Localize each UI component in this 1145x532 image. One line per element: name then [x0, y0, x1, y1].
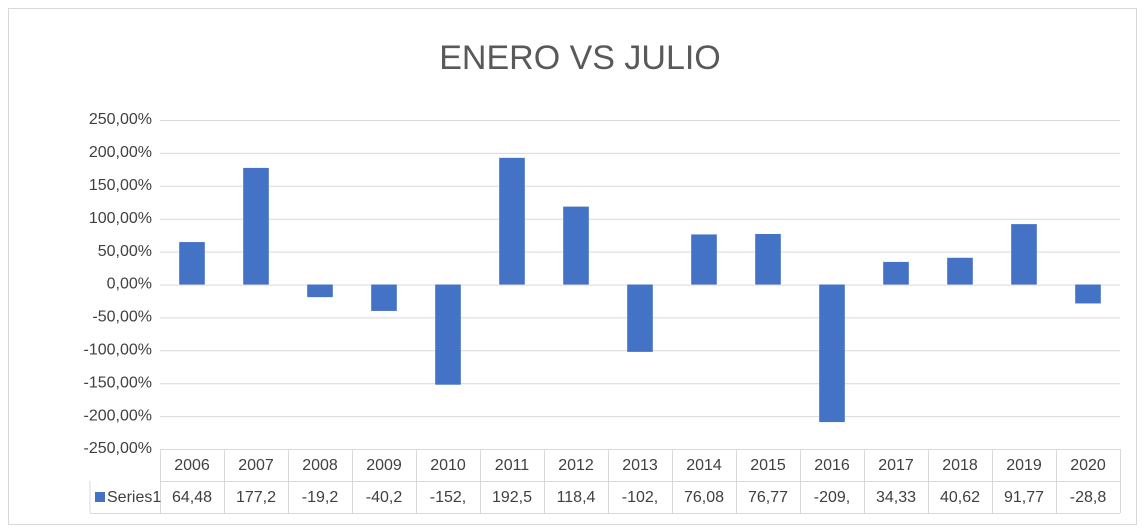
y-tick-label: 150,00%	[89, 177, 152, 194]
x-tick-label: 2018	[942, 457, 978, 474]
bar	[883, 261, 909, 285]
table-value: 34,33	[876, 489, 916, 506]
bar	[819, 284, 845, 423]
x-tick-label: 2007	[238, 457, 274, 474]
x-tick-label: 2016	[814, 457, 850, 474]
y-tick-label: 200,00%	[89, 144, 152, 161]
table-value: -152,	[430, 489, 466, 506]
bar	[947, 257, 973, 285]
table-value: 192,5	[492, 489, 532, 506]
y-tick-label: -250,00%	[84, 440, 153, 457]
bar	[243, 167, 269, 285]
x-tick-label: 2020	[1070, 457, 1106, 474]
table-value: -102,	[622, 489, 658, 506]
table-value: 177,2	[236, 489, 276, 506]
y-tick-label: 250,00%	[89, 111, 152, 128]
x-tick-label: 2013	[622, 457, 658, 474]
y-tick-label: 50,00%	[98, 243, 152, 260]
chart-title: ENERO VS JULIO	[439, 39, 721, 77]
legend-label: Series1	[107, 489, 161, 506]
x-tick-label: 2008	[302, 457, 338, 474]
bar	[179, 242, 205, 285]
x-tick-label: 2019	[1006, 457, 1042, 474]
bar	[691, 234, 717, 285]
x-tick-label: 2015	[750, 457, 786, 474]
bar	[371, 284, 397, 311]
y-tick-label: 100,00%	[89, 210, 152, 227]
y-tick-label: -100,00%	[84, 342, 153, 359]
table-value: -40,2	[366, 489, 403, 506]
table-value: 76,08	[684, 489, 724, 506]
bar	[627, 284, 653, 352]
y-tick-label: 0,00%	[107, 276, 152, 293]
table-value: -19,2	[302, 489, 339, 506]
legend-key	[95, 492, 105, 502]
table-value: 64,48	[172, 489, 212, 506]
x-tick-label: 2009	[366, 457, 402, 474]
y-tick-label: -50,00%	[92, 309, 152, 326]
bar	[755, 233, 781, 285]
table-value: -209,	[814, 489, 850, 506]
table-value: 76,77	[748, 489, 788, 506]
x-tick-label: 2006	[174, 457, 210, 474]
bar	[435, 284, 461, 385]
x-tick-label: 2014	[686, 457, 722, 474]
bar	[307, 284, 333, 298]
x-tick-label: 2010	[430, 457, 466, 474]
x-tick-label: 2017	[878, 457, 914, 474]
table-value: 40,62	[940, 489, 980, 506]
table-value: 91,77	[1004, 489, 1044, 506]
y-tick-label: -200,00%	[84, 407, 153, 424]
bar	[1011, 224, 1037, 285]
bar	[499, 157, 525, 285]
bar	[563, 206, 589, 285]
x-tick-label: 2012	[558, 457, 594, 474]
y-tick-label: -150,00%	[84, 374, 153, 391]
table-value: -28,8	[1070, 489, 1107, 506]
bar	[1075, 284, 1101, 304]
table-value: 118,4	[557, 489, 596, 506]
x-tick-label: 2011	[495, 457, 530, 474]
